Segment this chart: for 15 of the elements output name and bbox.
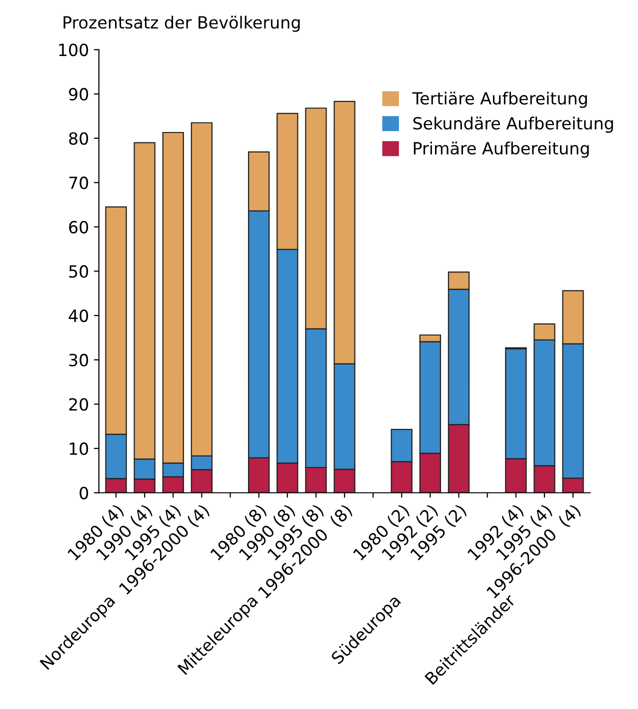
y-tick-label: 90 [69,88,88,101]
y-tick-label: 100 [59,44,88,56]
legend-label: Tertiäre Aufbereitung [412,92,587,108]
y-tick-label: 20 [69,398,88,411]
y-tick-label: 70 [69,176,88,190]
y-tick-label: 0 [80,486,88,500]
y-tick-label: 40 [68,309,88,322]
legend-label: Primäre Aufbereitung [414,142,589,158]
y-tick-label: 80 [69,132,88,145]
y-tick-label: 60 [69,220,88,234]
y-tick-label: 50 [69,265,88,278]
y-axis-title: Prozentsatz der Bevölkerung [64,16,300,32]
y-tick-label: 30 [69,354,88,366]
legend-label: Sekundäre Aufbereitung [413,116,613,133]
y-tick-label: 10 [70,442,88,456]
